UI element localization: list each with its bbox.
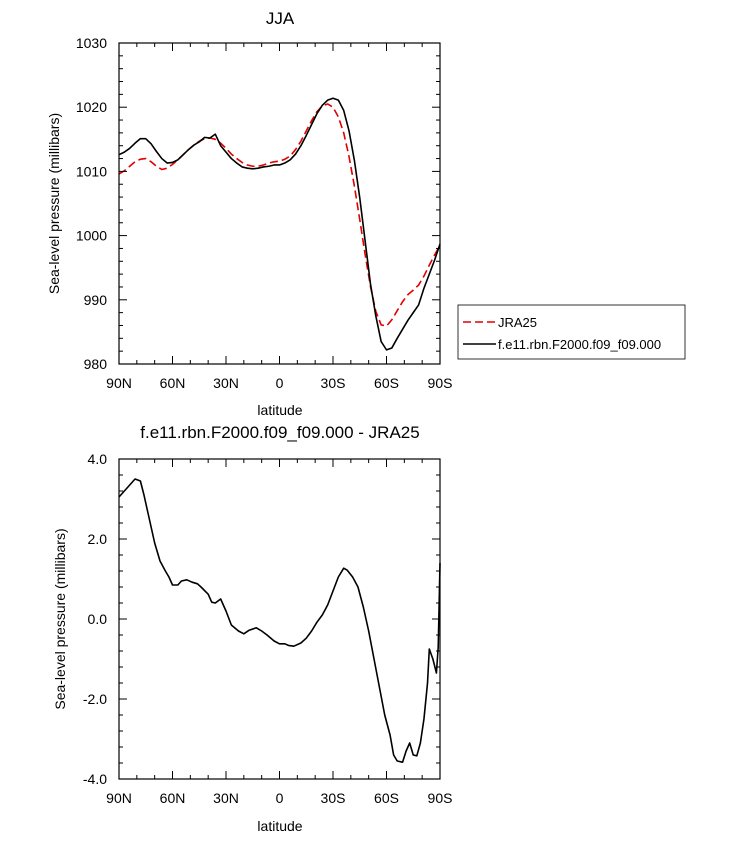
x-tick-label: 30N <box>213 790 239 806</box>
top-chart-y-axis-label: Sea-level pressure (millibars) <box>46 113 62 294</box>
x-tick-label: 60S <box>374 375 399 391</box>
series-line-1-0 <box>118 478 441 764</box>
y-tick-label: 4.0 <box>88 451 108 467</box>
x-tick-label: 30N <box>213 375 239 391</box>
y-tick-label: -2.0 <box>83 691 107 707</box>
top-chart-title: JJA <box>266 9 295 28</box>
bottom-chart: f.e11.rbn.F2000.f09_f09.000 - JRA25 -4.0… <box>52 423 452 834</box>
legend: JRA25 f.e11.rbn.F2000.f09_f09.000 <box>457 304 686 360</box>
top-chart-ticks <box>118 42 441 365</box>
y-tick-label: -4.0 <box>83 771 107 787</box>
x-tick-label: 60S <box>374 790 399 806</box>
bottom-chart-plot-area <box>118 478 441 764</box>
bottom-chart-x-tick-labels: 90N 60N 30N 0 30S 60S 90S <box>106 790 452 806</box>
y-tick-label: 990 <box>84 292 108 308</box>
y-tick-label: 1030 <box>76 35 107 51</box>
x-tick-label: 90N <box>106 375 132 391</box>
bottom-chart-y-axis-label: Sea-level pressure (millibars) <box>52 528 68 709</box>
y-tick-label: 2.0 <box>88 531 108 547</box>
legend-box <box>457 304 686 360</box>
series-line-0-0 <box>118 103 441 327</box>
y-tick-label: 980 <box>84 356 108 372</box>
x-tick-label: 90S <box>428 790 453 806</box>
x-tick-label: 60N <box>160 790 186 806</box>
series-line-0-1 <box>118 97 441 351</box>
x-tick-label: 30S <box>321 790 346 806</box>
y-tick-label: 1000 <box>76 228 107 244</box>
top-chart-frame <box>118 42 441 365</box>
bottom-chart-ticks <box>118 458 441 780</box>
legend-label-jra25: JRA25 <box>498 315 537 330</box>
top-chart-x-axis-label: latitude <box>257 402 302 418</box>
bottom-chart-frame <box>118 458 441 780</box>
bottom-chart-x-axis-label: latitude <box>257 818 302 834</box>
x-tick-label: 0 <box>276 375 284 391</box>
x-tick-label: 90N <box>106 790 132 806</box>
top-chart-plot-area <box>118 97 441 351</box>
top-chart-x-tick-labels: 90N 60N 30N 0 30S 60S 90S <box>106 375 452 391</box>
bottom-chart-y-tick-labels: -4.0 -2.0 0.0 2.0 4.0 <box>83 451 107 787</box>
y-tick-label: 0.0 <box>88 611 108 627</box>
top-chart: JJA 980 990 1000 1010 1020 1030 90N 60N 30N 0 30S… <box>46 9 686 418</box>
x-tick-label: 60N <box>160 375 186 391</box>
x-tick-label: 0 <box>276 790 284 806</box>
top-chart-y-tick-labels: 980 990 1000 1010 1020 1030 <box>76 35 107 372</box>
x-tick-label: 30S <box>321 375 346 391</box>
legend-label-model: f.e11.rbn.F2000.f09_f09.000 <box>498 337 661 352</box>
x-tick-label: 90S <box>428 375 453 391</box>
y-tick-label: 1010 <box>76 163 107 179</box>
bottom-chart-title: f.e11.rbn.F2000.f09_f09.000 - JRA25 <box>140 423 419 442</box>
y-tick-label: 1020 <box>76 99 107 115</box>
